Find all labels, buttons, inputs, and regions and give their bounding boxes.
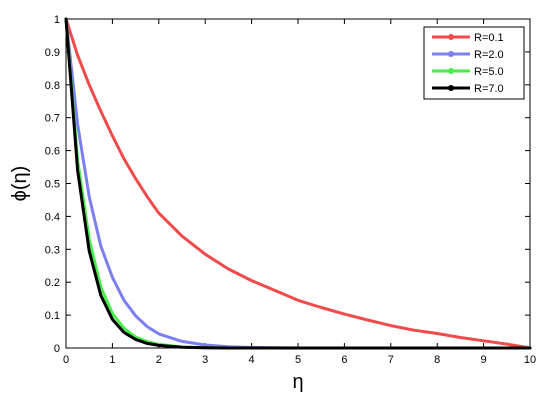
series-line-1 [64, 17, 532, 350]
x-tick-label: 7 [388, 354, 394, 366]
legend: R=0.1 R=2.0 R=5.0 R=7.0 [423, 26, 525, 100]
legend-label: R=2.0 [474, 49, 504, 61]
x-tick-label: 5 [295, 354, 301, 366]
legend-swatch-marker [448, 85, 454, 91]
x-tick-label: 9 [481, 354, 487, 366]
series-lines [64, 17, 532, 350]
x-tick-label: 3 [202, 354, 208, 366]
series-line-4 [64, 17, 532, 350]
y-axis-title: ϕ(η) [9, 166, 31, 202]
legend-label: R=5.0 [474, 66, 504, 78]
y-tick-label: 0.6 [45, 146, 60, 158]
legend-swatch-marker [448, 68, 454, 74]
y-tick-label: 0.5 [45, 179, 60, 191]
x-tick-label: 6 [341, 354, 347, 366]
x-tick-label: 8 [434, 354, 440, 366]
y-tick-label: 0.1 [45, 310, 60, 322]
x-tick-label: 2 [156, 354, 162, 366]
y-tick-label: 0.7 [45, 113, 60, 125]
x-tick-label: 4 [249, 354, 255, 366]
legend-swatch-marker [448, 34, 454, 40]
x-axis-title: η [292, 371, 303, 393]
x-tick-label: 0 [63, 354, 69, 366]
x-tick-label: 1 [109, 354, 115, 366]
legend-label: R=0.1 [474, 32, 504, 44]
y-tick-label: 0.8 [45, 80, 60, 92]
legend-swatch-marker [448, 51, 454, 57]
legend-label: R=7.0 [474, 83, 504, 95]
y-tick-label: 1 [54, 14, 60, 26]
ticks: 0 1 2 3 4 5 6 7 8 9 10 0 0.1 0.2 0.3 0.4 0.5 0.6 0.7 0.8 0.9… [45, 14, 536, 366]
y-tick-label: 0.4 [45, 211, 60, 223]
y-tick-label: 0 [54, 343, 60, 355]
y-tick-label: 0.3 [45, 244, 60, 256]
y-tick-label: 0.9 [45, 47, 60, 59]
y-tick-label: 0.2 [45, 277, 60, 289]
x-tick-label: 10 [524, 354, 536, 366]
